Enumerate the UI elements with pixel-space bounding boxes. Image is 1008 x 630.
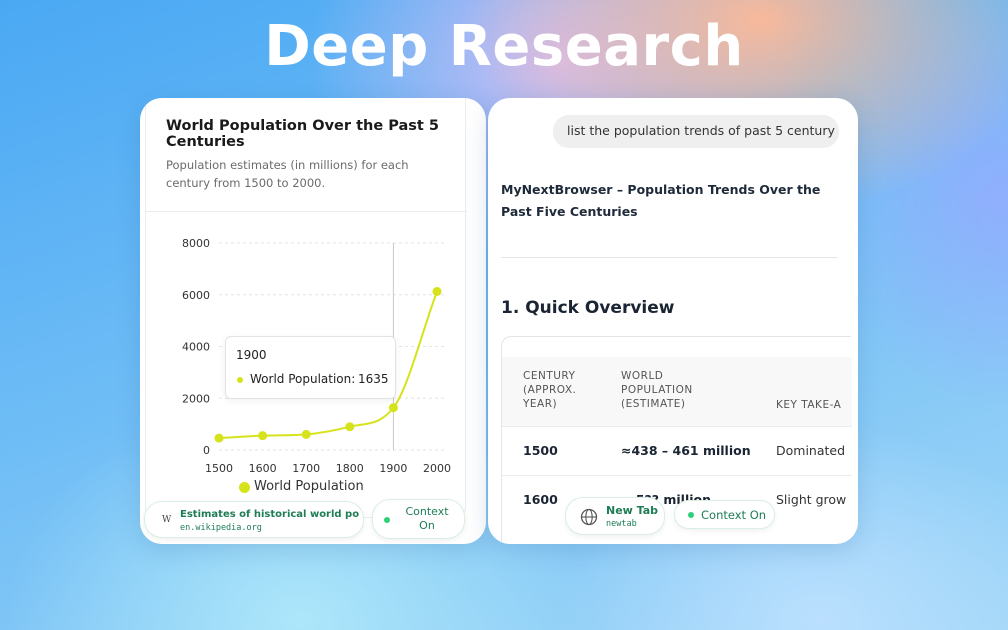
new-tab-chip[interactable]: New Tab newtab	[565, 497, 665, 535]
source-chip[interactable]: W Estimates of historical world po... en…	[144, 501, 364, 538]
user-query-text: list the population trends of past 5 cen…	[567, 123, 835, 138]
wikipedia-icon: W	[162, 515, 172, 525]
user-query-bubble: list the population trends of past 5 cen…	[553, 115, 839, 148]
chart-subtitle: Population estimates (in millions) for e…	[166, 158, 409, 190]
context-toggle-right[interactable]: Context On	[674, 500, 775, 529]
headline: Deep Research	[264, 14, 744, 79]
table-cell-key: Dominated	[776, 443, 846, 458]
chart-card: World Population Over the Past 5 Centuri…	[145, 98, 467, 518]
tooltip-value: 1635	[358, 372, 389, 386]
tooltip-series-dot	[237, 377, 243, 383]
tooltip-year: 1900	[236, 348, 267, 362]
research-panel: list the population trends of past 5 cen…	[488, 98, 858, 544]
x-tick-label: 1600	[249, 462, 277, 475]
y-tick-label: 8000	[182, 237, 210, 250]
table-header-population: WORLD POPULATION (ESTIMATE)	[621, 370, 693, 410]
table-header-row: CENTURY (APPROX. YEAR) WORLD POPULATION …	[502, 357, 852, 426]
chart-title: World Population Over the Past 5 Centuri…	[166, 118, 439, 150]
document-title: MyNextBrowser – Population Trends Over t…	[501, 182, 821, 219]
status-dot-icon	[688, 512, 694, 518]
x-tick-label: 1500	[205, 462, 233, 475]
document-divider	[501, 257, 838, 258]
status-dot-icon	[384, 517, 390, 523]
y-tick-label: 0	[203, 444, 210, 457]
data-point	[258, 431, 268, 441]
data-point	[301, 429, 311, 439]
chart-tooltip: 1900 World Population: 1635	[225, 336, 396, 399]
y-tick-label: 6000	[182, 289, 210, 302]
y-tick-label: 4000	[182, 341, 210, 354]
source-title: Estimates of historical world po...	[180, 509, 360, 520]
table-cell-century: 1500	[523, 443, 558, 458]
new-tab-label: New Tab	[606, 504, 659, 517]
section-heading: 1. Quick Overview	[501, 298, 675, 318]
data-point	[388, 403, 398, 413]
chart-panel: World Population Over the Past 5 Centuri…	[140, 98, 486, 544]
table-row: 1500 ≈438 – 461 million Dominated	[502, 426, 852, 475]
context-label: Context On	[701, 508, 767, 522]
legend-series-dot	[239, 482, 250, 493]
table-cell-key: Slight grow	[776, 492, 847, 507]
table-cell-century: 1600	[523, 492, 558, 507]
data-point	[432, 286, 442, 296]
x-tick-label: 1800	[336, 462, 364, 475]
globe-icon	[580, 508, 598, 526]
legend-series-label: World Population	[254, 479, 364, 494]
x-tick-label: 1900	[379, 462, 407, 475]
overview-table: CENTURY (APPROX. YEAR) WORLD POPULATION …	[501, 336, 852, 544]
tooltip-series-label: World Population:	[250, 372, 356, 386]
table-header-century: CENTURY (APPROX. YEAR)	[523, 370, 577, 410]
chart-divider	[146, 211, 467, 212]
y-tick-label: 2000	[182, 392, 210, 405]
table-cell-population: ≈438 – 461 million	[621, 443, 751, 458]
table-header-key-takeaway: KEY TAKE-A	[776, 399, 842, 411]
x-tick-label: 1700	[292, 462, 320, 475]
context-toggle-left[interactable]: Context On	[372, 499, 465, 539]
new-tab-url: newtab	[606, 519, 637, 529]
data-point	[345, 422, 355, 432]
context-label: Context On	[405, 505, 449, 532]
x-tick-label: 2000	[423, 462, 451, 475]
data-point	[214, 433, 224, 443]
source-url: en.wikipedia.org	[180, 523, 262, 533]
population-line-chart[interactable]: 0 2000 4000 6000 8000 1500 1600 1700 1800 1900 200…	[146, 98, 467, 518]
